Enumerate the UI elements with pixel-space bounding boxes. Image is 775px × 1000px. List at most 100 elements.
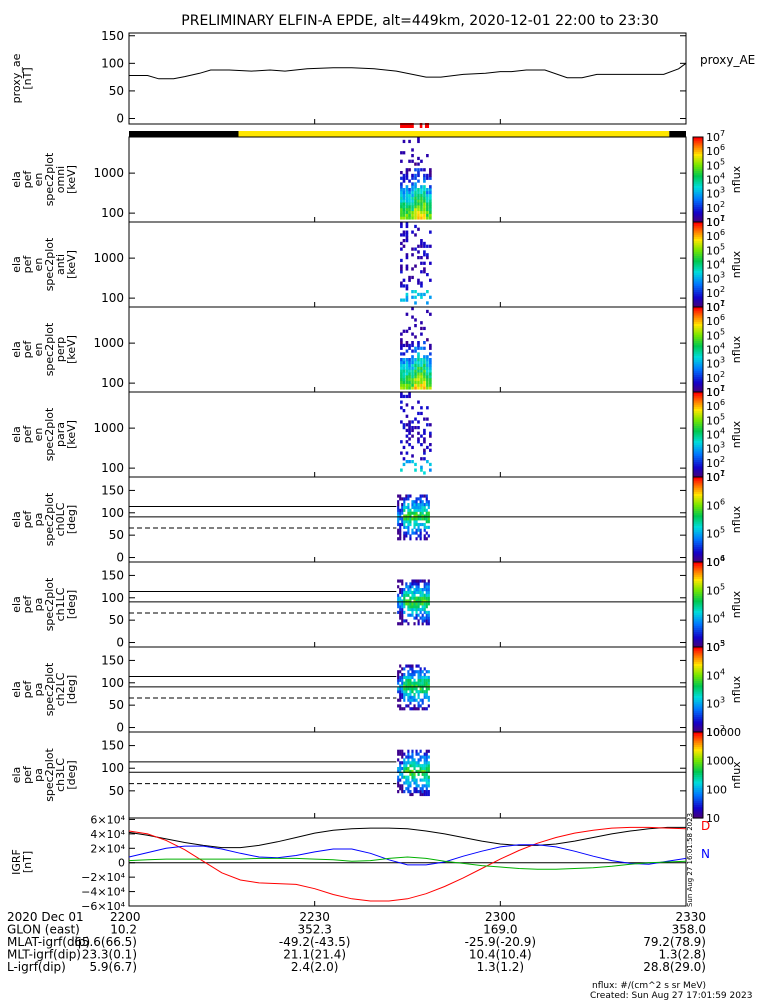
colorbar-tick-label: 105 <box>706 327 725 342</box>
spectrogram-cell <box>402 278 406 282</box>
colorbar-cell <box>693 708 703 712</box>
spectrogram-cell <box>415 664 418 668</box>
colorbar-cell <box>693 742 703 746</box>
spectrogram-cell <box>423 199 426 203</box>
spectrogram-cell <box>405 239 409 243</box>
colorbar-cell <box>693 262 703 266</box>
spectrogram-cell <box>400 281 403 285</box>
spectrogram-cell <box>407 787 410 791</box>
spectrogram-cell <box>411 341 414 345</box>
spectrogram-cell <box>429 431 432 435</box>
spectrogram-cell <box>429 375 432 379</box>
spectrogram-cell <box>429 369 432 373</box>
colorbar-cell <box>693 511 703 514</box>
spectrogram-cell <box>411 428 414 433</box>
spectrogram-cell <box>407 761 410 765</box>
spectrogram-cell <box>423 758 426 762</box>
spectrogram-cell <box>429 190 432 195</box>
spectrogram-cell <box>425 500 428 504</box>
colorbar-tick-label: 104 <box>706 172 725 187</box>
spectrogram-cell <box>400 151 403 155</box>
spectrogram-cell <box>403 537 406 541</box>
colorbar-cell <box>693 549 703 552</box>
spectrogram-cell <box>417 179 420 183</box>
spectrogram-cell <box>399 766 402 771</box>
spectrogram-cell <box>411 182 414 186</box>
colorbar-cell <box>693 649 703 652</box>
spectrogram-cell <box>405 690 408 694</box>
colorbar-cell <box>693 744 703 748</box>
colorbar-cell <box>693 725 703 729</box>
spectrogram-cell <box>405 599 408 603</box>
spectrogram-cell <box>400 264 403 268</box>
spectrogram-cell <box>421 690 424 694</box>
spectrogram-cell <box>405 190 409 195</box>
spectrogram-cell <box>408 372 411 376</box>
spectrogram-cell <box>400 233 403 237</box>
colorbar-cell <box>693 802 703 806</box>
spectrogram-cell <box>417 622 420 626</box>
colorbar-tick-label: 106 <box>706 554 725 569</box>
spectrogram-cell <box>405 678 408 682</box>
y-axis-label: omni <box>54 166 67 193</box>
spectrogram-cell <box>415 508 418 512</box>
spectrogram-cell <box>409 681 412 685</box>
spectrogram-cell <box>426 213 429 217</box>
spectrogram-cell <box>417 216 420 220</box>
spectrogram-cell <box>421 670 424 674</box>
ephemeris-value: 1.3(2.8) <box>658 948 706 962</box>
spectrogram-cell <box>419 749 422 753</box>
spectrogram-cell <box>403 500 406 504</box>
spectrogram-cell <box>403 531 406 535</box>
spectrogram-cell <box>405 494 408 498</box>
spectrogram-cell <box>413 766 416 771</box>
spectrogram-cell <box>423 372 426 376</box>
spectrogram-cell <box>411 690 414 694</box>
spectrogram-cell <box>409 534 412 538</box>
spectrogram-cell <box>423 341 426 345</box>
colorbar-cell <box>693 417 703 421</box>
spectrogram-cell <box>405 295 409 299</box>
spectrogram-cell <box>420 321 423 325</box>
colorbar-cell <box>693 732 703 735</box>
spectrogram-cell <box>411 769 414 774</box>
y-axis-label: ela <box>10 511 23 528</box>
spectrogram-cell <box>415 749 418 753</box>
spectrogram-cell <box>417 692 420 697</box>
spectrogram-cell <box>417 505 420 510</box>
spectrogram-cell <box>409 755 412 759</box>
spectrogram-cell <box>402 151 406 155</box>
spectrogram-cell <box>411 216 414 220</box>
spectrogram-cell <box>429 193 432 197</box>
spectrogram-cell <box>397 596 400 600</box>
colorbar-cell <box>693 481 703 484</box>
spectrogram-cell <box>423 202 426 206</box>
spectrogram-cell <box>409 761 412 765</box>
spectrogram-cell <box>423 448 426 452</box>
colorbar-cell <box>693 685 703 688</box>
spectrogram-cell <box>427 687 430 691</box>
spectrogram-cell <box>400 346 403 350</box>
y-tick-label: 50 <box>109 613 124 627</box>
colorbar-cell <box>693 585 703 589</box>
spectrogram-cell <box>423 707 426 711</box>
colorbar-cell <box>693 175 703 178</box>
spectrogram-cell <box>413 525 416 529</box>
spectrogram-cell <box>399 698 402 702</box>
spectrogram-cell <box>408 394 411 399</box>
spectrogram-cell <box>411 315 414 319</box>
spectrogram-cell <box>401 613 404 617</box>
spectrogram-cell <box>419 494 422 498</box>
y-axis-label: pef <box>21 170 34 189</box>
spectrogram-cell <box>408 369 411 373</box>
spectrogram-cell <box>397 675 400 680</box>
y-axis-label: [deg] <box>65 505 78 534</box>
spectrogram-cell <box>411 190 414 195</box>
colorbar-cell <box>693 298 703 302</box>
spectrogram-cell <box>414 207 417 212</box>
colorbar-cell <box>693 519 703 523</box>
colorbar-cell <box>693 290 703 293</box>
spectrogram-cell <box>402 394 406 399</box>
colorbar-cell <box>693 162 703 166</box>
colorbar-cell <box>693 192 703 195</box>
